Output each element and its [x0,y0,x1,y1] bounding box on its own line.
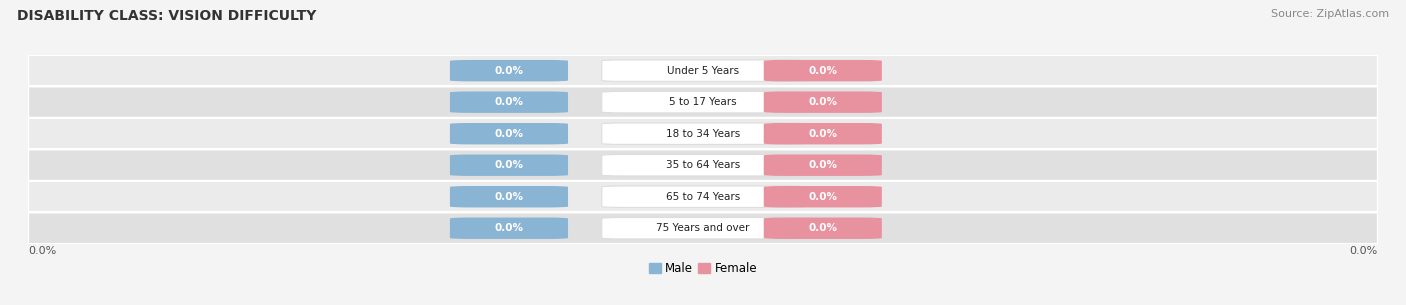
Text: 35 to 64 Years: 35 to 64 Years [666,160,740,170]
FancyBboxPatch shape [763,217,882,239]
Text: 0.0%: 0.0% [495,160,523,170]
FancyBboxPatch shape [763,60,882,81]
Legend: Male, Female: Male, Female [644,257,762,280]
FancyBboxPatch shape [450,155,568,176]
FancyBboxPatch shape [763,123,882,144]
Text: 0.0%: 0.0% [495,223,523,233]
Text: 0.0%: 0.0% [808,160,838,170]
Text: 75 Years and over: 75 Years and over [657,223,749,233]
FancyBboxPatch shape [28,213,1378,244]
FancyBboxPatch shape [602,123,804,144]
FancyBboxPatch shape [602,92,804,113]
Text: 0.0%: 0.0% [28,246,56,256]
Text: 18 to 34 Years: 18 to 34 Years [666,129,740,139]
Text: 0.0%: 0.0% [808,223,838,233]
Text: Source: ZipAtlas.com: Source: ZipAtlas.com [1271,9,1389,19]
FancyBboxPatch shape [602,217,804,239]
FancyBboxPatch shape [763,155,882,176]
Text: 65 to 74 Years: 65 to 74 Years [666,192,740,202]
FancyBboxPatch shape [602,60,804,81]
FancyBboxPatch shape [28,55,1378,86]
Text: 0.0%: 0.0% [808,129,838,139]
FancyBboxPatch shape [450,186,568,207]
FancyBboxPatch shape [602,155,804,176]
Text: 0.0%: 0.0% [808,66,838,76]
Text: 0.0%: 0.0% [495,97,523,107]
FancyBboxPatch shape [450,123,568,144]
FancyBboxPatch shape [28,181,1378,213]
FancyBboxPatch shape [28,118,1378,149]
FancyBboxPatch shape [450,92,568,113]
FancyBboxPatch shape [450,60,568,81]
FancyBboxPatch shape [450,217,568,239]
FancyBboxPatch shape [602,186,804,207]
Text: 0.0%: 0.0% [1350,246,1378,256]
Text: Under 5 Years: Under 5 Years [666,66,740,76]
FancyBboxPatch shape [763,186,882,207]
FancyBboxPatch shape [28,86,1378,118]
Text: 5 to 17 Years: 5 to 17 Years [669,97,737,107]
Text: 0.0%: 0.0% [495,66,523,76]
Text: 0.0%: 0.0% [808,192,838,202]
Text: 0.0%: 0.0% [808,97,838,107]
FancyBboxPatch shape [763,92,882,113]
Text: 0.0%: 0.0% [495,129,523,139]
Text: 0.0%: 0.0% [495,192,523,202]
Text: DISABILITY CLASS: VISION DIFFICULTY: DISABILITY CLASS: VISION DIFFICULTY [17,9,316,23]
FancyBboxPatch shape [28,149,1378,181]
